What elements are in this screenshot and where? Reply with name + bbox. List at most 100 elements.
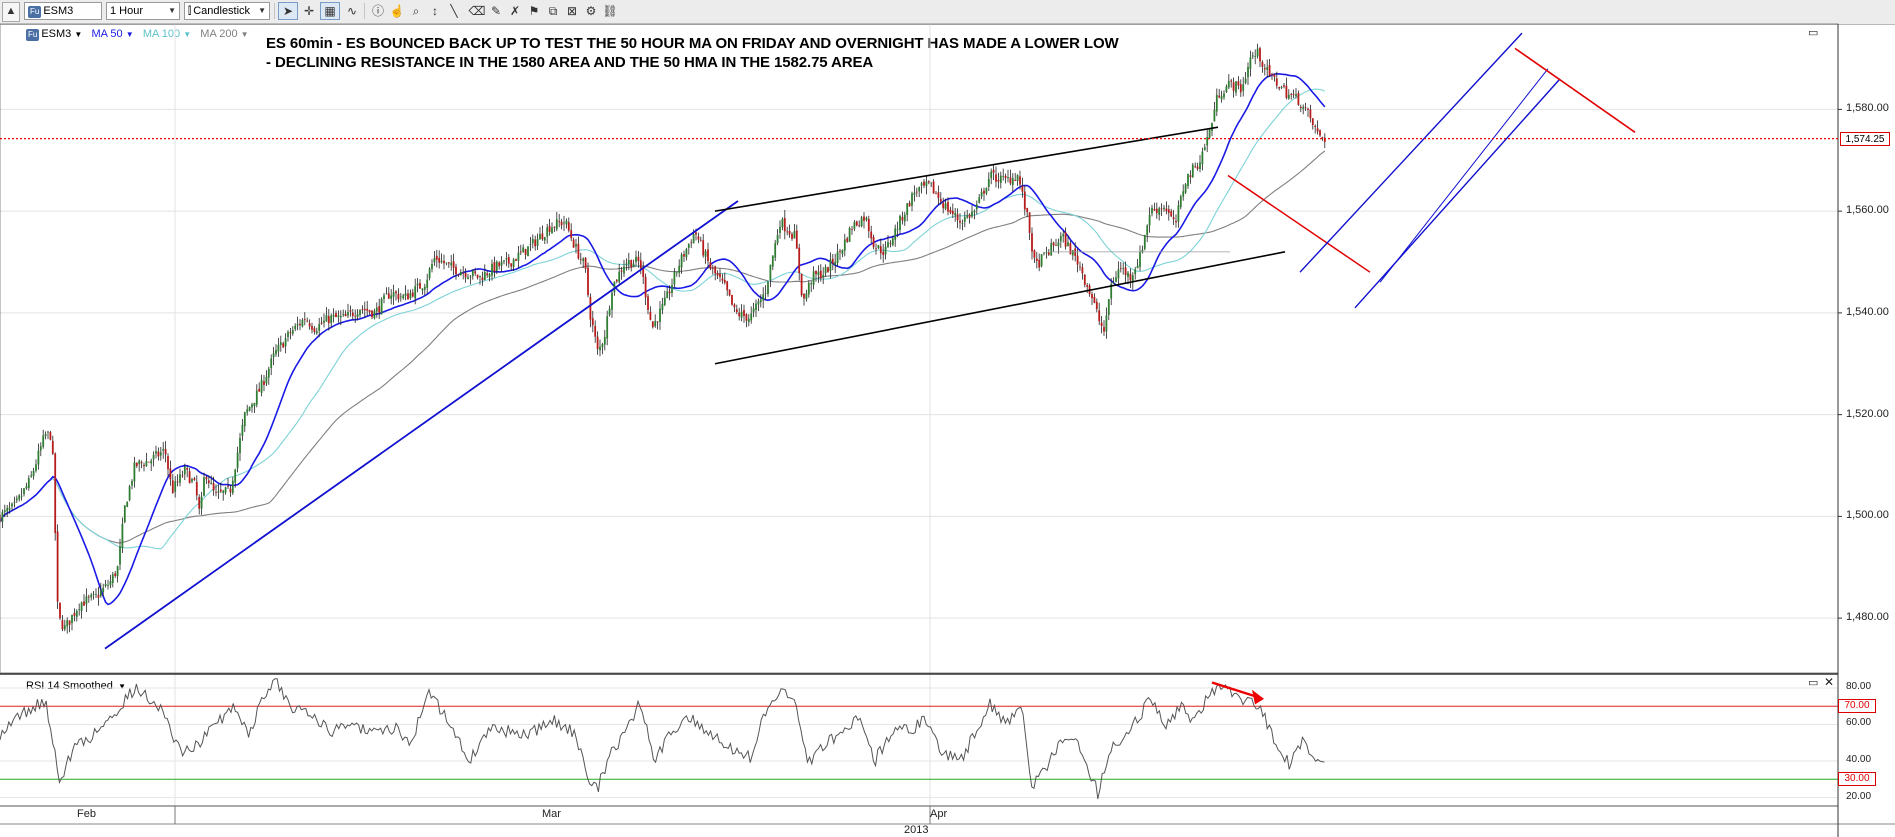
chevron-down-icon[interactable]: ▼ bbox=[183, 30, 192, 39]
candle-body bbox=[1115, 277, 1117, 282]
candle-body bbox=[373, 310, 376, 319]
candle-body bbox=[25, 486, 28, 489]
candle-body bbox=[723, 279, 726, 283]
candle-body bbox=[783, 218, 786, 232]
legend-ma200[interactable]: MA 200 bbox=[200, 28, 238, 40]
candle-body bbox=[1076, 255, 1079, 265]
line-tool-button[interactable]: ╲ bbox=[444, 2, 464, 20]
candle-body bbox=[711, 267, 714, 269]
chevron-down-icon[interactable]: ▼ bbox=[125, 30, 134, 39]
legend-symbol[interactable]: ESM3 bbox=[41, 28, 72, 40]
candle-body bbox=[301, 319, 304, 327]
candle-body bbox=[865, 217, 868, 220]
collapse-button[interactable]: ▲ bbox=[2, 2, 20, 22]
pan-tool-button[interactable]: ☝ bbox=[387, 2, 407, 20]
candle-body bbox=[90, 594, 93, 598]
settings-tool-button[interactable]: ⚙ bbox=[581, 2, 601, 20]
candle-body bbox=[635, 256, 637, 263]
chevron-down-icon[interactable]: ▼ bbox=[74, 30, 83, 39]
candle-body bbox=[428, 268, 431, 279]
candle-body bbox=[1249, 57, 1252, 69]
crosshair-tool-button[interactable]: ✛ bbox=[299, 2, 319, 20]
zoom-tool-button[interactable]: ⌕ bbox=[406, 2, 426, 20]
candle-body bbox=[116, 566, 119, 577]
delete-drawings-button[interactable]: ⊠ bbox=[562, 2, 582, 20]
chevron-down-icon[interactable]: ▼ bbox=[240, 30, 249, 39]
candle-body bbox=[968, 214, 971, 218]
candle-body bbox=[786, 231, 789, 233]
legend-ma50[interactable]: MA 50 bbox=[91, 28, 123, 40]
candle-body bbox=[1321, 137, 1324, 139]
candle-body bbox=[102, 587, 105, 592]
chart-style-select[interactable]: ⫿ Candlestick ▼ bbox=[184, 2, 270, 20]
maximize-panel-icon[interactable]: ▭ bbox=[1808, 27, 1819, 39]
candle-body bbox=[303, 319, 306, 321]
candle-body bbox=[1247, 67, 1249, 78]
close-icon[interactable]: ✕ bbox=[1824, 675, 1835, 689]
legend-ma100[interactable]: MA 100 bbox=[142, 28, 181, 40]
candle-body bbox=[246, 409, 249, 413]
maximize-panel-icon[interactable]: ▭ bbox=[1808, 677, 1819, 689]
rsi-plot bbox=[0, 678, 1325, 800]
chart-annotation: ES 60min - ES BOUNCED BACK UP TO TEST TH… bbox=[266, 34, 1119, 72]
uptrend-line bbox=[104, 200, 739, 650]
info-tool-button[interactable]: ⓘ bbox=[368, 2, 388, 20]
triangle-up-icon: ▲ bbox=[2, 2, 20, 22]
candle-body bbox=[721, 278, 724, 281]
symbol-input[interactable]: Fu ESM3 bbox=[24, 2, 102, 20]
cursor-tool-button[interactable]: ➤ bbox=[278, 2, 298, 20]
candle-body bbox=[980, 191, 983, 197]
chart-style-value: Candlestick bbox=[193, 5, 251, 17]
candle-body bbox=[1232, 82, 1235, 91]
candle-body bbox=[251, 404, 253, 408]
grid-tool-button[interactable]: ▦ bbox=[320, 2, 340, 20]
candle-body bbox=[1223, 93, 1225, 98]
candle-body bbox=[1184, 184, 1187, 193]
candle-body bbox=[227, 485, 229, 487]
candle-body bbox=[675, 272, 678, 274]
draw-x-button[interactable]: ✗ bbox=[505, 2, 525, 20]
candle-body bbox=[517, 252, 520, 261]
candle-body bbox=[426, 279, 429, 288]
candle-body bbox=[759, 299, 762, 303]
indicator-tool-button[interactable]: ∿ bbox=[342, 2, 362, 20]
candle-body bbox=[71, 614, 73, 624]
candle-body bbox=[949, 209, 952, 213]
candle-body bbox=[488, 274, 491, 278]
candle-body bbox=[608, 308, 611, 316]
eraser-tool-button[interactable]: ⌫ bbox=[467, 2, 487, 20]
chevron-down-icon[interactable]: ▼ bbox=[115, 682, 127, 691]
candle-body bbox=[145, 461, 148, 467]
candle-body bbox=[133, 462, 136, 482]
candle-body bbox=[54, 453, 57, 534]
rsi-title[interactable]: RSI 14 Smoothed bbox=[26, 680, 113, 692]
candle-body bbox=[906, 203, 909, 215]
candle-body bbox=[1158, 208, 1161, 215]
candle-body bbox=[647, 296, 649, 310]
candle-body bbox=[1235, 81, 1237, 93]
candle-body bbox=[423, 286, 426, 290]
candle-body bbox=[330, 315, 333, 324]
candle-body bbox=[255, 390, 258, 405]
candle-body bbox=[327, 315, 330, 324]
candle-body bbox=[107, 585, 109, 586]
measure-tool-button[interactable]: ↕ bbox=[425, 2, 445, 20]
candle-body bbox=[858, 225, 861, 227]
drawing-tool-button[interactable]: ✎ bbox=[486, 2, 506, 20]
candle-body bbox=[455, 266, 457, 275]
candle-body bbox=[289, 332, 292, 334]
candle-body bbox=[575, 244, 577, 247]
interval-select[interactable]: 1 Hour ▼ bbox=[106, 2, 180, 20]
candle-body bbox=[121, 523, 124, 549]
candle-body bbox=[236, 452, 239, 469]
alerts-tool-button[interactable]: ⚑ bbox=[524, 2, 544, 20]
candle-body bbox=[49, 432, 52, 440]
candle-body bbox=[104, 583, 107, 586]
candle-body bbox=[476, 274, 479, 278]
candle-body bbox=[1069, 243, 1072, 255]
candle-body bbox=[639, 260, 642, 269]
candle-body bbox=[515, 259, 517, 261]
candle-body bbox=[755, 303, 757, 311]
link-tool-button[interactable]: ⛓ bbox=[600, 2, 620, 20]
compare-tool-button[interactable]: ⧉ bbox=[543, 2, 563, 20]
